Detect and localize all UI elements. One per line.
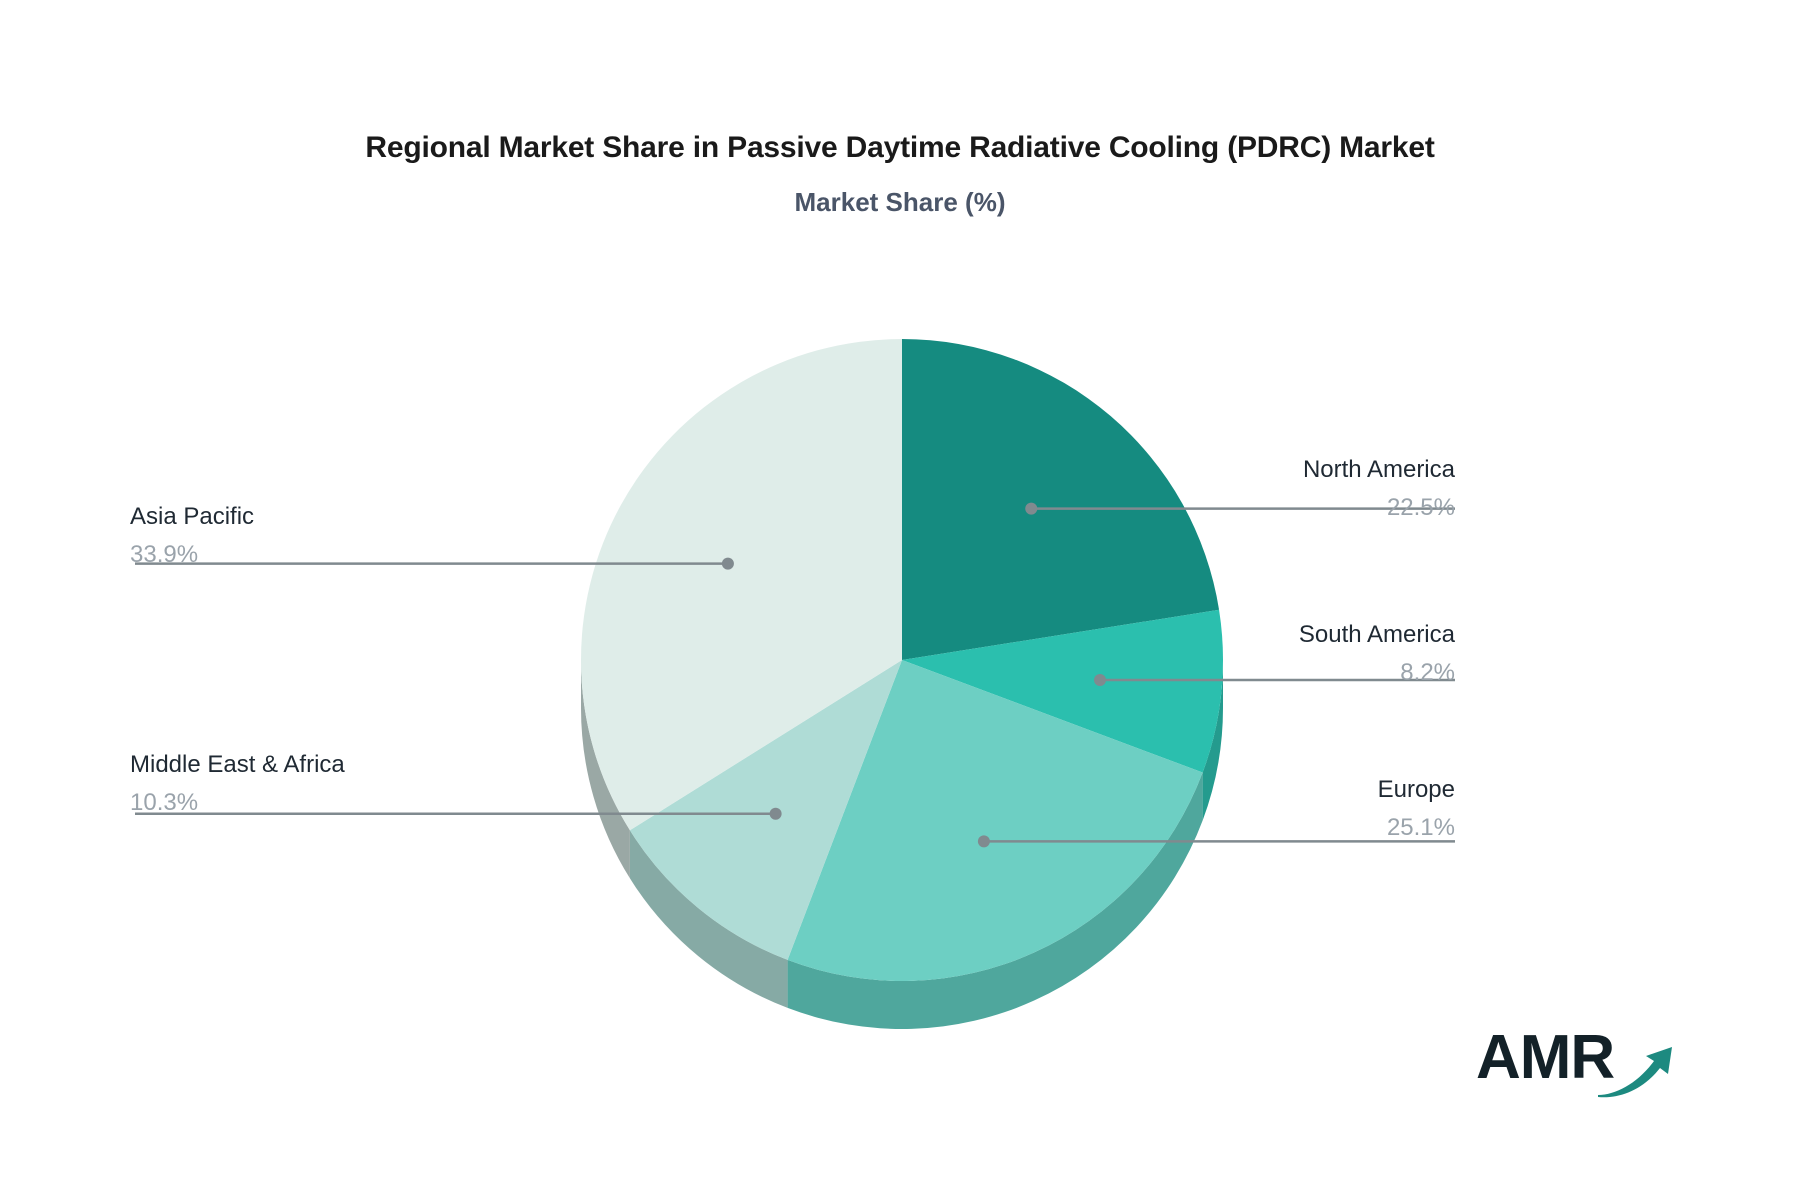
pie-slice-north-america[interactable]	[902, 339, 1220, 660]
leader-dot-asia-pacific	[721, 557, 734, 570]
callout-value-south-america: 8.2%	[1400, 659, 1455, 686]
callout-label-middle-east-africa: Middle East & Africa	[130, 751, 345, 778]
pie-side-europe	[787, 772, 1203, 1029]
callout-middle-east-africa[interactable]: Middle East & Africa 10.3%	[130, 750, 460, 818]
pie-slice-south-america[interactable]	[902, 609, 1223, 773]
callout-asia-pacific[interactable]: Asia Pacific 33.9%	[130, 502, 460, 570]
chart-subtitle: Market Share (%)	[794, 187, 1006, 217]
callout-europe[interactable]: Europe 25.1%	[1125, 775, 1455, 843]
pie-slice-europe[interactable]	[787, 660, 1203, 982]
pie-top-faces	[581, 339, 1223, 982]
leader-dot-europe	[977, 835, 990, 848]
pie-side-middle-east-africa	[629, 830, 788, 1008]
callout-value-asia-pacific: 33.9%	[130, 541, 199, 568]
leader-dot-middle-east-africa	[769, 807, 782, 820]
pie-slice-asia-pacific[interactable]	[581, 339, 902, 831]
pie-3d-sides	[581, 660, 1223, 1029]
pie-side-asia-pacific	[581, 660, 630, 879]
leader-dot-south-america	[1094, 673, 1107, 686]
callout-label-asia-pacific: Asia Pacific	[130, 503, 255, 530]
pie-side-south-america	[1202, 660, 1223, 821]
callout-label-north-america: North America	[1302, 456, 1455, 483]
callout-label-south-america: South America	[1298, 621, 1455, 648]
callout-value-europe: 25.1%	[1386, 814, 1455, 841]
pie-slice-middle-east-africa[interactable]	[629, 660, 902, 960]
amr-logo: AMR	[1476, 1023, 1672, 1105]
callout-north-america[interactable]: North America 22.5%	[1125, 455, 1455, 523]
amr-logo-text: AMR	[1476, 1023, 1615, 1092]
chart-title: Regional Market Share in Passive Daytime…	[365, 131, 1435, 164]
callout-south-america[interactable]: South America 8.2%	[1125, 620, 1455, 688]
callout-value-middle-east-africa: 10.3%	[130, 789, 199, 816]
growth-arrow-icon	[1598, 1047, 1672, 1098]
pie-leader-lines	[135, 502, 1455, 848]
callout-value-north-america: 22.5%	[1386, 494, 1455, 521]
leader-dot-north-america	[1025, 502, 1038, 515]
callout-label-europe: Europe	[1377, 776, 1455, 803]
